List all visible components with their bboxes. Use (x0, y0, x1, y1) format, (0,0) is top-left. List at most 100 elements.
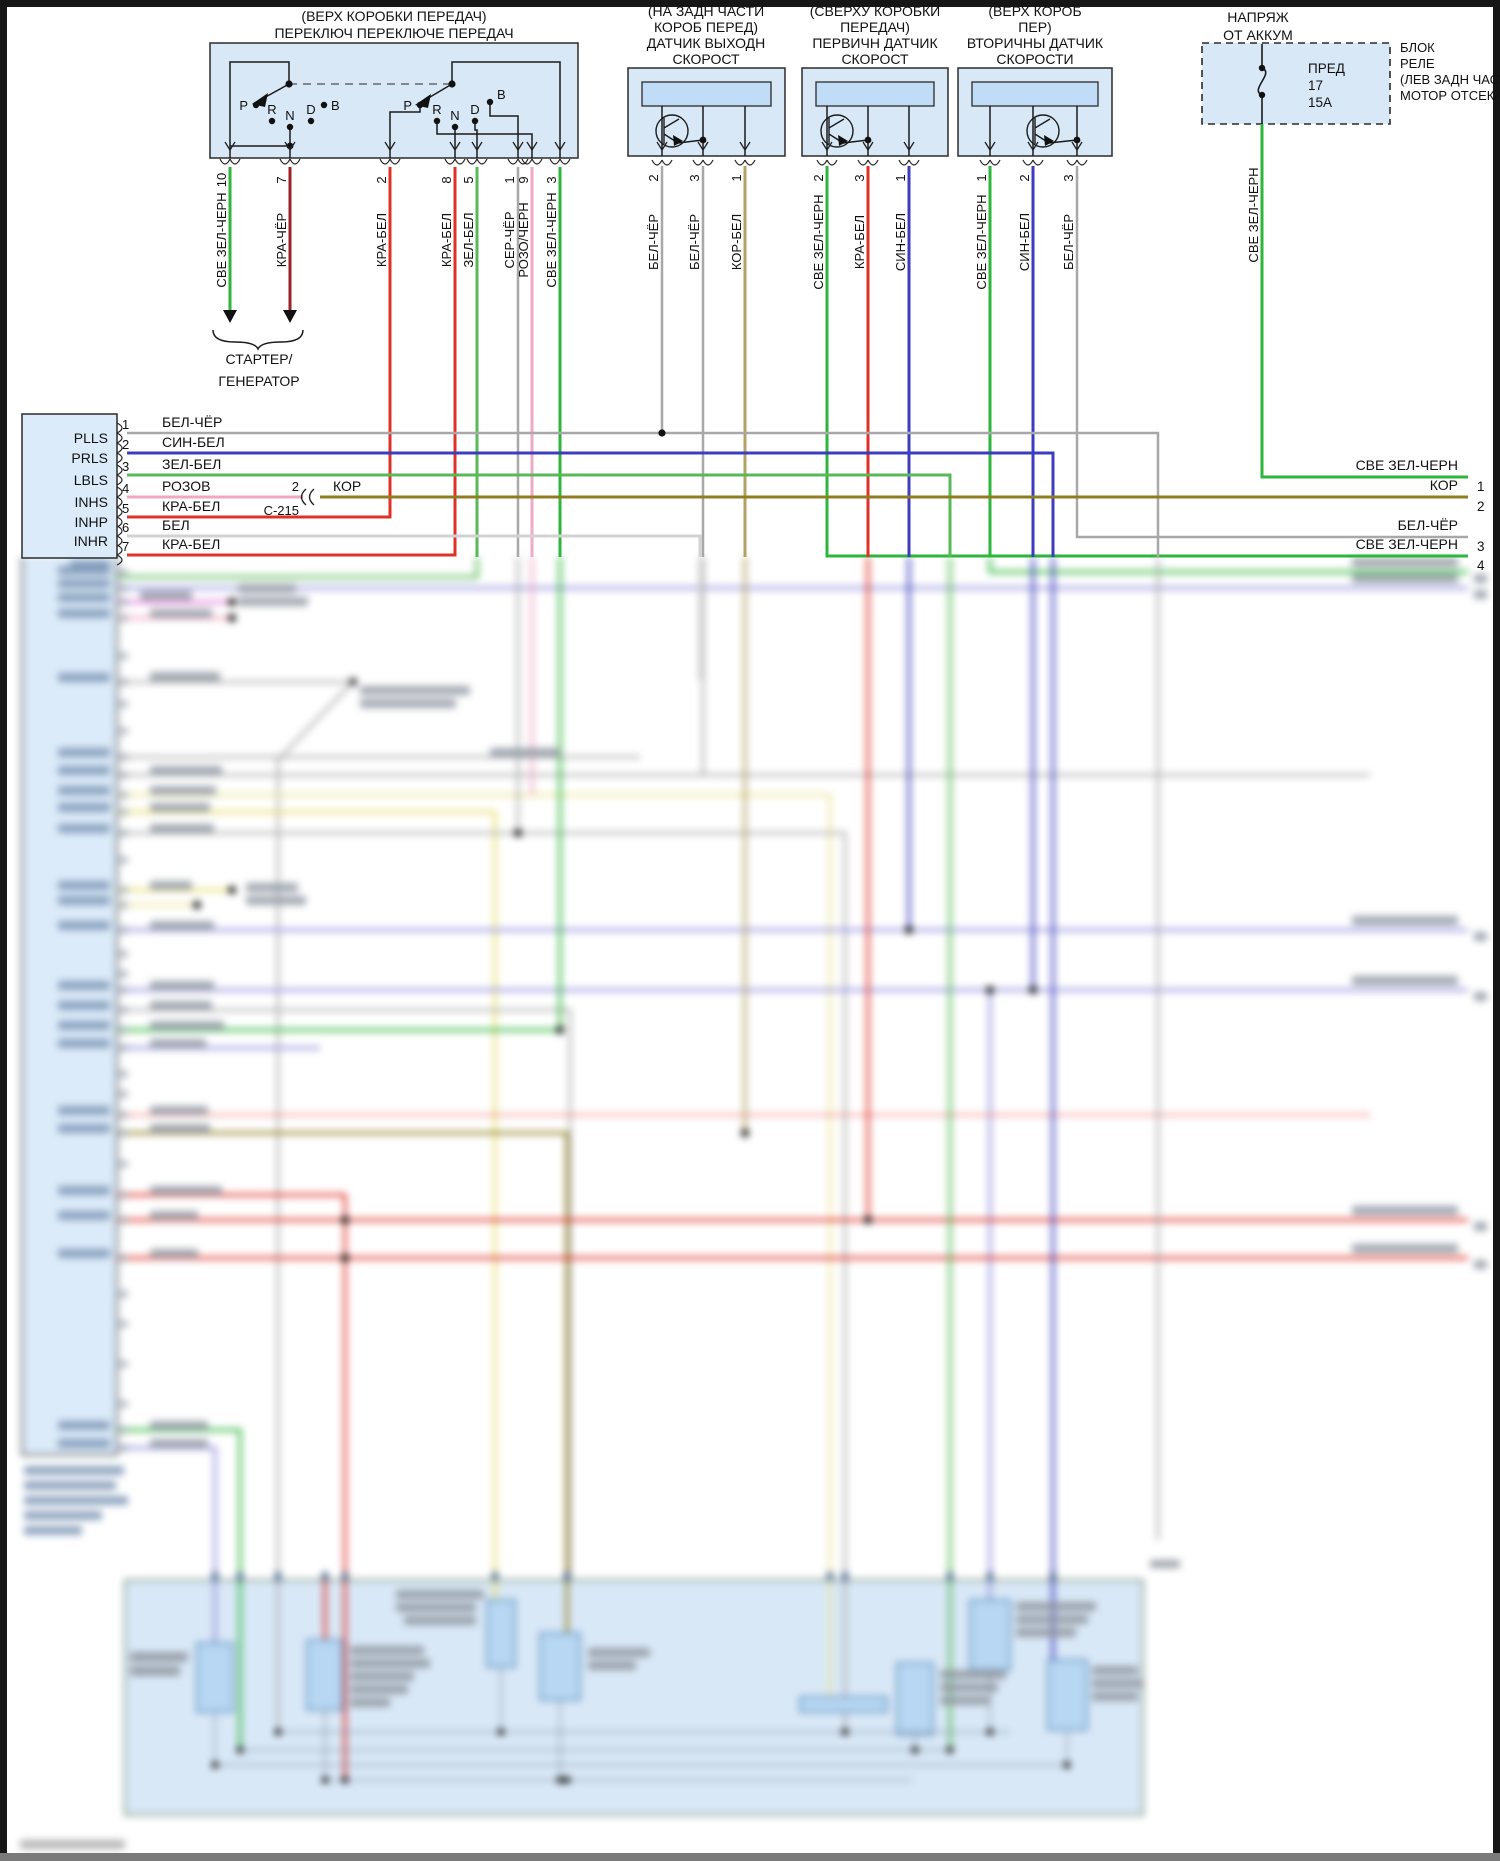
blurred-text-blob (588, 1661, 636, 1670)
wire-blur (117, 1008, 572, 1580)
blurred-text-blob (24, 1526, 82, 1535)
module-entry-mark (237, 1572, 243, 1582)
label-ecu-pins-1-num: 2 (122, 437, 129, 452)
blurred-text-blob (119, 1426, 128, 1434)
label-sensors-1-pins-0-wire: СВЕ ЗЕЛ-ЧЕРН (811, 194, 826, 289)
wire-blur (117, 793, 832, 1580)
blurred-text-blob (119, 1006, 128, 1014)
component-box (539, 1632, 581, 1701)
module-entry-mark (212, 1572, 218, 1582)
sensor2-transistor-detail (828, 118, 869, 144)
module-entry-mark (987, 1572, 993, 1582)
blurred-text-blob (119, 700, 128, 708)
sensor1-junction (699, 136, 707, 144)
blurred-text-blob (119, 753, 128, 761)
blurred-text-blob (119, 970, 128, 978)
blurred-text-blob (119, 598, 128, 606)
label-shifter-positions-3: D (306, 102, 315, 117)
wire-bel-row6 (127, 534, 702, 557)
label-shifter-location: (ВЕРХ КОРОБКИ ПЕРЕДАЧ) (301, 8, 486, 24)
fuse-element (1257, 67, 1267, 96)
component-bar (799, 1696, 888, 1713)
blurred-text-blob (119, 1044, 128, 1052)
junction-dot (514, 829, 522, 837)
blurred-text-blob (396, 1603, 476, 1612)
blurred-text-blob (1474, 1260, 1487, 1269)
junction-dot (211, 1761, 219, 1769)
junction-dot (228, 598, 236, 606)
junction-dot (193, 901, 201, 909)
blurred-text-blob (1352, 574, 1458, 583)
label-ecu-pins-4-name: INHP (75, 514, 108, 530)
junction-dot (228, 614, 236, 622)
wire-sve-zel-chern-sensor2 (825, 166, 1468, 558)
blurred-text-blob (119, 1111, 128, 1119)
junction-dot (1029, 986, 1037, 994)
label-sensors-2-title-3: СКОРОСТИ (996, 51, 1073, 67)
blurred-diagram-region (0, 557, 1500, 1861)
blurred-text-blob (119, 1026, 128, 1034)
junction-dot (841, 1728, 849, 1736)
blurred-text-blob (58, 593, 110, 602)
connector-marks-sensors (651, 159, 1088, 166)
module-entry-mark (342, 1572, 348, 1582)
blurred-text-blob (119, 584, 128, 592)
sensor-coil-2 (815, 81, 935, 107)
contact-dot (433, 117, 441, 125)
blurred-text-blob (150, 1186, 222, 1195)
junction-dot (321, 1776, 329, 1784)
wire-blur (988, 557, 1468, 574)
sensor3-emitter-arrow (1044, 135, 1054, 146)
fuse-box (1201, 42, 1391, 125)
blurred-text-blob (58, 1211, 110, 1220)
ecu-connector-box (21, 413, 118, 559)
wire-sin-bel-row2 (127, 451, 1055, 557)
blurred-text-blob (350, 1659, 430, 1668)
wire-kra-bel-pin8 (127, 167, 457, 557)
junction-dot (905, 926, 913, 934)
label-right_pins-2-num: 3 (1477, 539, 1485, 554)
shifter-internal-wire (229, 61, 290, 158)
blurred-text-blob (119, 1400, 128, 1408)
shifter-selector-arm-head (252, 93, 268, 107)
blurred-text-blob (119, 727, 128, 735)
actuator-module-box (124, 1579, 1144, 1816)
junction-dot (946, 1746, 954, 1754)
blurred-text-blob (350, 1672, 414, 1681)
junction-dot (274, 1728, 282, 1736)
pivot-dot (285, 80, 293, 88)
blurred-text-blob (119, 886, 128, 894)
label-sensors-1-title-0: (СВЕРХУ КОРОБКИ (810, 3, 941, 19)
sensor-coil-3 (971, 81, 1099, 107)
blurred-text-blob (58, 1439, 110, 1448)
blurred-text-blob (150, 672, 220, 681)
blurred-text-blob (150, 1211, 198, 1220)
shifter-internal-wire (451, 61, 561, 158)
label-shifter-positions-0: P (239, 98, 248, 113)
blurred-text-blob (58, 1124, 110, 1133)
sensor1-transistor-detail (663, 118, 704, 144)
junction-dot (556, 1776, 564, 1784)
label-right_pins-0-num: 1 (1477, 479, 1485, 494)
label-ecu-pins-6-num: 7 (122, 539, 129, 554)
label-sensors-2-pins-0-wire: СВЕ ЗЕЛ-ЧЕРН (974, 194, 989, 289)
junction-dot (741, 1129, 749, 1137)
shifter-internal-wire (436, 121, 533, 158)
junction-dot (563, 1776, 571, 1784)
label-ecu-pins-3-num: 4 (122, 481, 129, 496)
blurred-text-blob (119, 652, 128, 660)
blurred-text-blob (350, 1698, 390, 1707)
module-entry-mark (842, 1572, 848, 1582)
blurred-text-blob (350, 1646, 424, 1655)
shifter-internal-wire (474, 121, 478, 158)
blurred-text-blob (940, 1683, 998, 1692)
blurred-text-blob (58, 803, 110, 812)
blurred-text-blob (119, 614, 128, 622)
junction-dot (341, 1254, 349, 1262)
blurred-text-blob (1352, 916, 1458, 925)
label-right_pins-0-wire: СВЕ ЗЕЛ-ЧЕРН (1356, 457, 1458, 473)
label-sensors-1-title-1: ПЕРЕДАЧ) (840, 19, 910, 35)
label-sensors-0-pins-2-wire: КОР-БЕЛ (729, 214, 744, 270)
label-sensors-0-title-3: СКОРОСТ (672, 51, 740, 67)
